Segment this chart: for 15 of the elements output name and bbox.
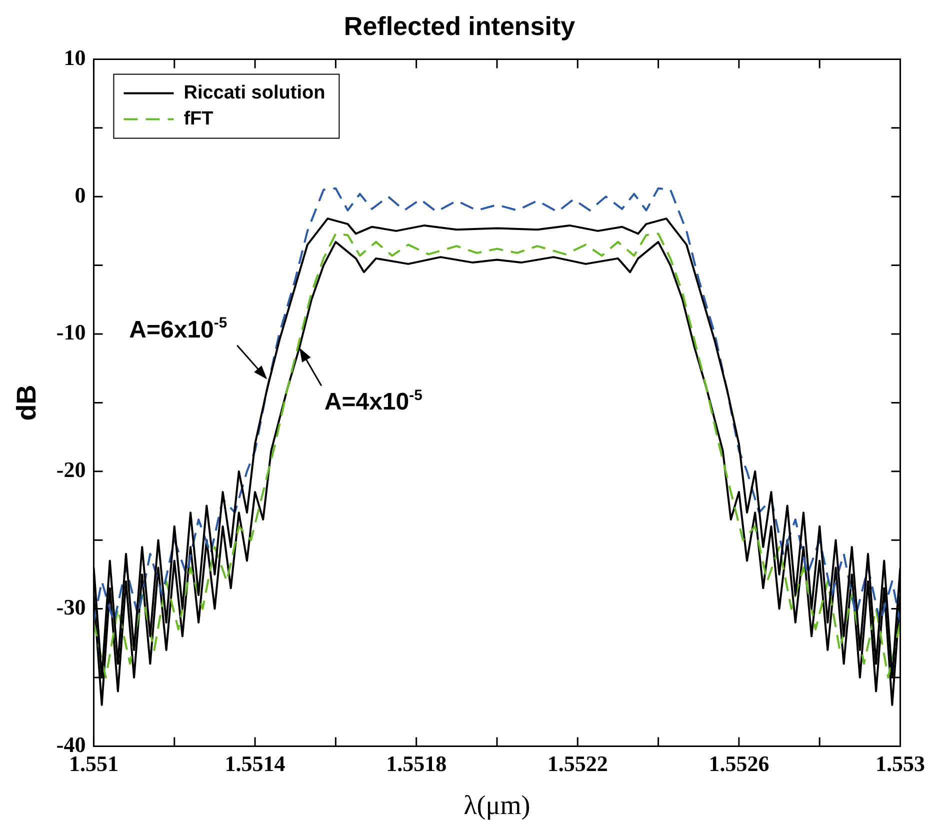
x-tick-label: 1.5522	[547, 751, 608, 776]
y-axis-title: dB	[12, 384, 42, 421]
legend-label: Riccati solution	[184, 82, 326, 104]
x-axis-title: λ(μm)	[464, 790, 530, 820]
legend-label: fFT	[184, 108, 214, 130]
y-tick-label: -10	[56, 320, 86, 345]
y-tick-label: -30	[56, 594, 86, 620]
x-tick-label: 1.5526	[708, 751, 770, 776]
x-tick-label: 1.5514	[224, 751, 286, 776]
x-tick-label: 1.553	[876, 751, 925, 776]
y-tick-label: 0	[74, 182, 86, 208]
y-tick-label: -20	[56, 457, 86, 482]
chart-title: Reflected intensity	[344, 10, 576, 41]
x-tick-label: 1.5518	[386, 751, 447, 776]
y-tick-label: 10	[64, 44, 86, 70]
